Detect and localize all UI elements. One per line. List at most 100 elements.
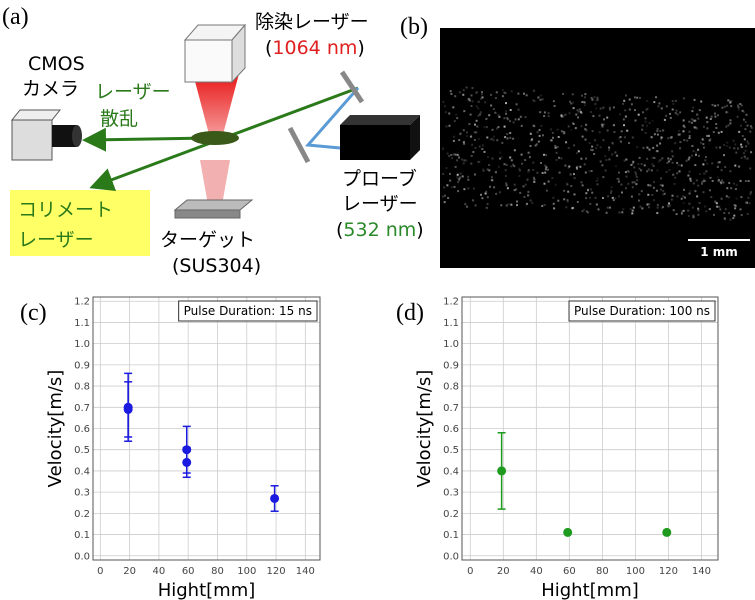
speckle <box>715 123 718 125</box>
speckle <box>490 93 492 96</box>
speckle <box>459 172 462 175</box>
speckle <box>639 96 641 99</box>
x-tick-label: 40 <box>153 566 166 577</box>
speckle <box>702 191 705 194</box>
speckle <box>641 124 644 127</box>
speckle <box>517 108 520 111</box>
label: 1064 nm <box>272 37 357 59</box>
speckle <box>519 191 522 194</box>
speckle <box>631 209 634 212</box>
speckle <box>545 189 548 192</box>
x-tick-label: 60 <box>182 566 195 577</box>
label: 散乱 <box>100 108 138 130</box>
speckle <box>449 90 452 93</box>
speckle <box>631 186 634 189</box>
speckle <box>661 157 664 160</box>
speckle <box>718 205 721 208</box>
camera-lens <box>52 125 77 147</box>
label: カメラ <box>22 78 79 100</box>
speckle <box>688 135 691 137</box>
y-tick-label: 0.2 <box>443 509 459 520</box>
speckle <box>477 114 480 117</box>
speckle <box>644 117 647 120</box>
speckle <box>557 199 560 202</box>
speckle <box>674 142 677 145</box>
speckle <box>519 115 522 118</box>
speckle <box>608 146 611 149</box>
speckle <box>463 142 466 145</box>
plot-frame <box>92 296 321 561</box>
speckle <box>552 100 555 103</box>
speckle <box>540 124 543 127</box>
speckle <box>692 119 695 121</box>
speckle <box>638 193 641 196</box>
speckle <box>656 206 659 209</box>
speckle <box>457 181 459 184</box>
speckle <box>558 156 560 159</box>
speckle <box>594 196 597 199</box>
speckle <box>705 170 708 173</box>
speckle <box>747 142 750 145</box>
speckle <box>709 189 711 192</box>
speckle <box>531 201 534 204</box>
speckle <box>737 108 740 111</box>
speckle <box>744 128 747 131</box>
speckle <box>462 89 465 92</box>
speckle <box>461 175 464 178</box>
speckle <box>533 178 536 181</box>
speckle <box>743 155 746 158</box>
speckle <box>524 116 527 118</box>
speckle <box>709 176 712 179</box>
speckle <box>734 164 737 167</box>
speckle <box>454 165 457 168</box>
speckle <box>518 175 521 177</box>
speckle <box>533 89 535 92</box>
x-tick-label: 120 <box>267 566 286 577</box>
label: 532 nm <box>343 219 416 241</box>
speckle <box>695 179 698 182</box>
speckle <box>450 154 453 156</box>
speckle <box>626 129 629 132</box>
speckle <box>638 167 641 170</box>
speckle <box>477 107 480 110</box>
y-tick-label: 0.2 <box>74 509 90 520</box>
speckle <box>547 180 550 183</box>
speckle <box>702 163 705 166</box>
speckle <box>488 114 491 117</box>
speckle <box>483 126 486 129</box>
speckle <box>726 141 729 144</box>
speckle <box>607 195 610 198</box>
speckle <box>658 102 661 105</box>
point <box>182 457 192 467</box>
speckle <box>662 193 665 196</box>
speckle <box>588 142 591 145</box>
speckle <box>723 105 726 108</box>
speckle <box>505 163 508 166</box>
speckle <box>513 149 516 152</box>
speckle <box>515 103 518 106</box>
speckle <box>624 187 627 190</box>
speckle <box>708 208 711 211</box>
speckle <box>569 173 572 176</box>
speckle <box>472 151 475 153</box>
speckle <box>647 168 650 171</box>
diagram: 除染レーザー (1064 nm) CMOS カメラ レーザー 散乱 コリメート … <box>10 11 424 277</box>
speckle <box>527 194 530 197</box>
speckle <box>584 93 587 96</box>
speckle <box>532 176 535 179</box>
speckle <box>652 186 655 189</box>
speckle <box>576 109 579 112</box>
speckle <box>672 102 675 105</box>
speckle <box>477 160 480 163</box>
speckle <box>749 193 752 196</box>
speckle <box>567 125 570 128</box>
scatter-beam <box>82 127 211 152</box>
speckle <box>606 116 609 119</box>
speckle <box>538 134 541 137</box>
speckle <box>457 190 460 193</box>
speckle <box>599 146 602 149</box>
speckle <box>622 118 625 121</box>
y-tick-label: 1.1 <box>74 318 90 329</box>
speckle <box>556 128 559 131</box>
speckle <box>591 98 594 101</box>
